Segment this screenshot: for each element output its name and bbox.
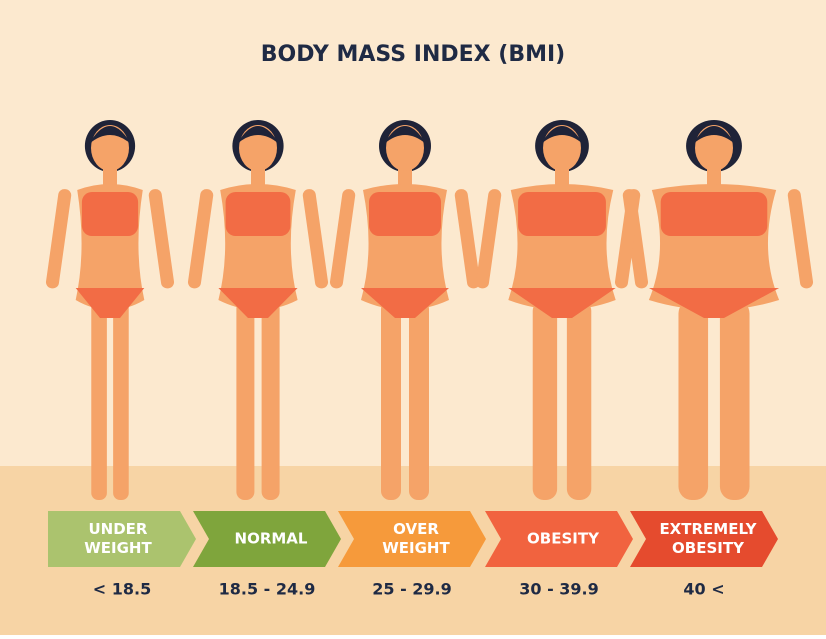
bikini-bottom (361, 288, 449, 318)
category-label: EXTREMELY (659, 520, 757, 538)
leg (261, 300, 280, 500)
title: BODY MASS INDEX (BMI) (261, 42, 565, 67)
bikini-top (369, 192, 441, 236)
category-label: OVER (393, 520, 439, 538)
bikini-top (518, 192, 606, 236)
bmi-range: 18.5 - 24.9 (219, 580, 316, 599)
bikini-bottom (75, 288, 145, 318)
leg (532, 300, 558, 500)
arm (45, 189, 72, 289)
leg (719, 300, 750, 500)
bikini-bottom (218, 288, 298, 318)
category-label: NORMAL (235, 530, 308, 548)
hair-top (541, 126, 583, 144)
hair-top (384, 126, 426, 144)
hair-top (89, 126, 131, 144)
bmi-range: 30 - 39.9 (519, 580, 599, 599)
arm (787, 189, 814, 289)
category-label: OBESITY (527, 530, 600, 548)
leg (236, 300, 255, 500)
bikini-top (81, 192, 139, 236)
arm (329, 189, 356, 289)
category-arrow (48, 511, 196, 567)
leg (566, 300, 592, 500)
category-arrow (338, 511, 486, 567)
category-arrow (485, 511, 633, 567)
leg (113, 300, 129, 500)
leg (91, 300, 107, 500)
leg (409, 300, 429, 500)
leg (678, 300, 709, 500)
bikini-bottom (508, 288, 616, 318)
hair-top (693, 126, 735, 144)
category-arrow (630, 511, 778, 567)
arm (302, 189, 329, 289)
arm (454, 189, 481, 289)
bmi-range: 25 - 29.9 (372, 580, 452, 599)
category-label: UNDER (89, 520, 148, 538)
arm (475, 189, 502, 289)
hair-top (237, 126, 279, 144)
bikini-top (660, 192, 768, 236)
category-label: OBESITY (672, 539, 745, 557)
bmi-range: 40 < (683, 580, 724, 599)
bikini-bottom (648, 288, 780, 318)
arm (614, 189, 641, 289)
leg (381, 300, 401, 500)
bmi-range: < 18.5 (93, 580, 151, 599)
category-arrow (193, 511, 341, 567)
bikini-top (225, 192, 291, 236)
category-label: WEIGHT (382, 539, 450, 557)
arm (187, 189, 214, 289)
arm (148, 189, 175, 289)
category-label: WEIGHT (84, 539, 152, 557)
